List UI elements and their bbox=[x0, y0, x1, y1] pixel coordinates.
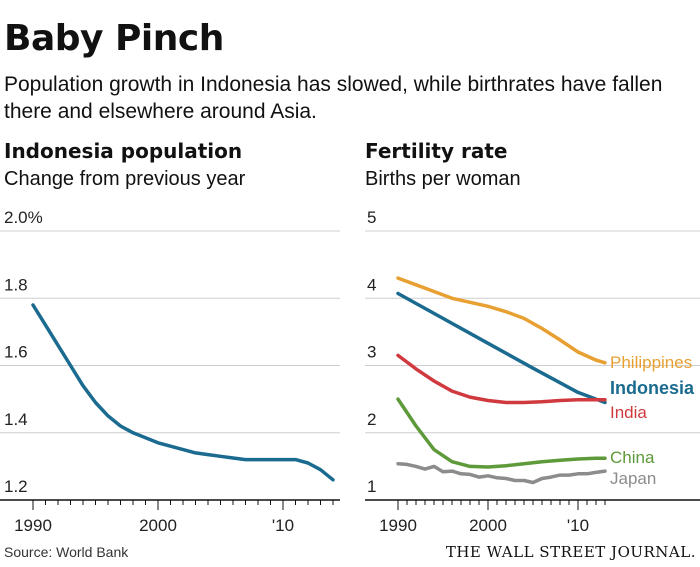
series-label-india: India bbox=[610, 403, 647, 422]
series-label-china: China bbox=[610, 448, 655, 467]
population-growth-chart: 1.2 1.4 1.6 1.8 2.0% 1990 2000 '10 bbox=[0, 208, 340, 535]
right-y-tick-label: 5 bbox=[367, 208, 376, 227]
chart-title: Baby Pinch bbox=[4, 18, 224, 59]
series-line-philippines bbox=[396, 276, 607, 365]
chart-subtitle: Population growth in Indonesia has slowe… bbox=[4, 73, 663, 123]
right-y-tick-label: 3 bbox=[367, 343, 376, 362]
right-x-tick-label: '10 bbox=[567, 516, 589, 535]
series-label-indonesia: Indonesia bbox=[610, 378, 695, 398]
right-y-tick-label: 1 bbox=[367, 477, 376, 496]
source-note: Source: World Bank bbox=[4, 544, 129, 560]
left-y-tick-label: 1.6 bbox=[4, 343, 28, 362]
series-label-philippines: Philippines bbox=[610, 353, 692, 372]
left-x-tick-label: 1990 bbox=[14, 516, 52, 535]
series-label-japan: Japan bbox=[610, 469, 656, 488]
right-y-tick-label: 2 bbox=[367, 410, 376, 429]
left-y-tick-label: 1.4 bbox=[4, 410, 28, 429]
left-y-tick-label: 1.8 bbox=[4, 275, 28, 294]
left-y-tick-label: 1.2 bbox=[4, 477, 28, 496]
left-x-tick-label: 2000 bbox=[139, 516, 177, 535]
right-x-tick-label: 2000 bbox=[469, 516, 507, 535]
left-x-tick-label: '10 bbox=[272, 516, 294, 535]
publisher-logo: THE WALL STREET JOURNAL. bbox=[445, 543, 696, 561]
left-panel-title: Indonesia population bbox=[4, 139, 243, 163]
series-line-indonesia bbox=[396, 291, 607, 405]
right-x-tick-label: 1990 bbox=[379, 516, 417, 535]
left-panel-subtitle: Change from previous year bbox=[4, 168, 246, 190]
series-line-china bbox=[396, 397, 607, 469]
series-line-japan bbox=[396, 461, 607, 485]
left-y-tick-label: 2.0% bbox=[4, 208, 43, 227]
right-panel-title: Fertility rate bbox=[365, 139, 508, 163]
right-panel-subtitle: Births per woman bbox=[365, 168, 521, 190]
series-line-indonesia-population-growth bbox=[31, 303, 335, 482]
right-y-tick-label: 4 bbox=[367, 275, 376, 294]
fertility-rate-chart: 1 2 3 4 5 1990 2000 '10 Philippines Indonesia Indi… bbox=[365, 208, 700, 535]
series-line-india bbox=[396, 353, 607, 405]
